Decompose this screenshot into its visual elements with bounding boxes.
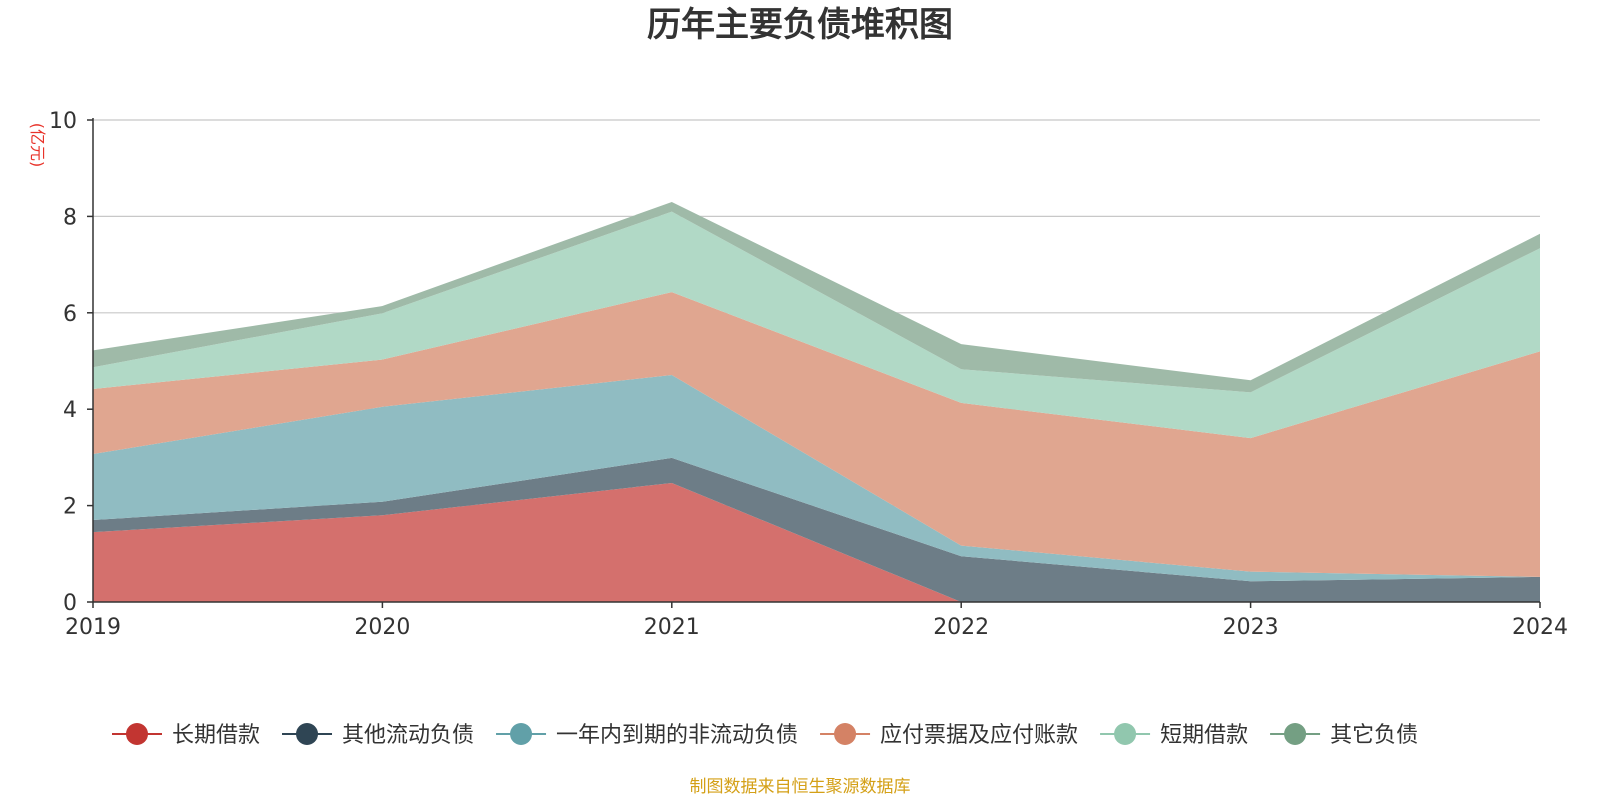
y-tick-label: 4	[63, 398, 77, 423]
area-series-3	[93, 292, 1540, 577]
axes: 0 2 4 6 8 10 2019 2020 2021 2022 2023 2024	[49, 109, 1568, 640]
legend-item: 应付票据及应付账款	[820, 723, 1078, 748]
y-tick-label: 2	[63, 495, 77, 520]
legend-circle-marker	[296, 723, 319, 745]
x-tick-label: 2021	[644, 615, 700, 640]
y-axis-unit-label: (亿元)	[28, 123, 47, 168]
x-tick-label: 2024	[1512, 615, 1568, 640]
legend-label: 一年内到期的非流动负债	[556, 723, 798, 748]
legend-item: 一年内到期的非流动负债	[496, 723, 798, 748]
area-series-layer	[93, 201, 1540, 602]
legend-circle-marker	[834, 723, 857, 745]
area-series-1	[93, 457, 1540, 602]
legend-item: 其它负债	[1270, 723, 1418, 748]
x-tick-label: 2023	[1223, 615, 1279, 640]
area-series-0	[93, 482, 1540, 602]
y-tick-label: 6	[63, 302, 77, 327]
area-series-2	[93, 374, 1540, 582]
legend-circle-marker	[126, 723, 148, 745]
legend-label: 应付票据及应付账款	[880, 723, 1078, 748]
y-tick-label: 0	[63, 591, 77, 616]
area-series-4	[93, 211, 1540, 439]
legend-circle-marker	[510, 723, 533, 745]
x-tick-label: 2022	[933, 615, 989, 640]
legend-label: 长期借款	[172, 723, 260, 748]
data-source-note: 制图数据来自恒生聚源数据库	[690, 777, 911, 797]
legend-circle-marker	[1284, 723, 1307, 745]
legend-label: 其它负债	[1330, 723, 1418, 748]
legend-item: 短期借款	[1100, 723, 1248, 748]
legend: 长期借款 其他流动负债 一年内到期的非流动负债 应付票据及应付账款 短期借款 其它负债	[112, 723, 1418, 748]
chart-title: 历年主要负债堆积图	[647, 5, 953, 45]
y-tick-label: 8	[63, 205, 77, 230]
legend-label: 其他流动负债	[342, 723, 474, 748]
legend-circle-marker	[1114, 723, 1137, 745]
legend-label: 短期借款	[1160, 723, 1248, 748]
y-tick-label: 10	[49, 109, 77, 134]
legend-item: 其他流动负债	[282, 723, 474, 748]
legend-item: 长期借款	[112, 723, 260, 748]
x-tick-label: 2020	[354, 615, 410, 640]
x-tick-label: 2019	[65, 615, 121, 640]
